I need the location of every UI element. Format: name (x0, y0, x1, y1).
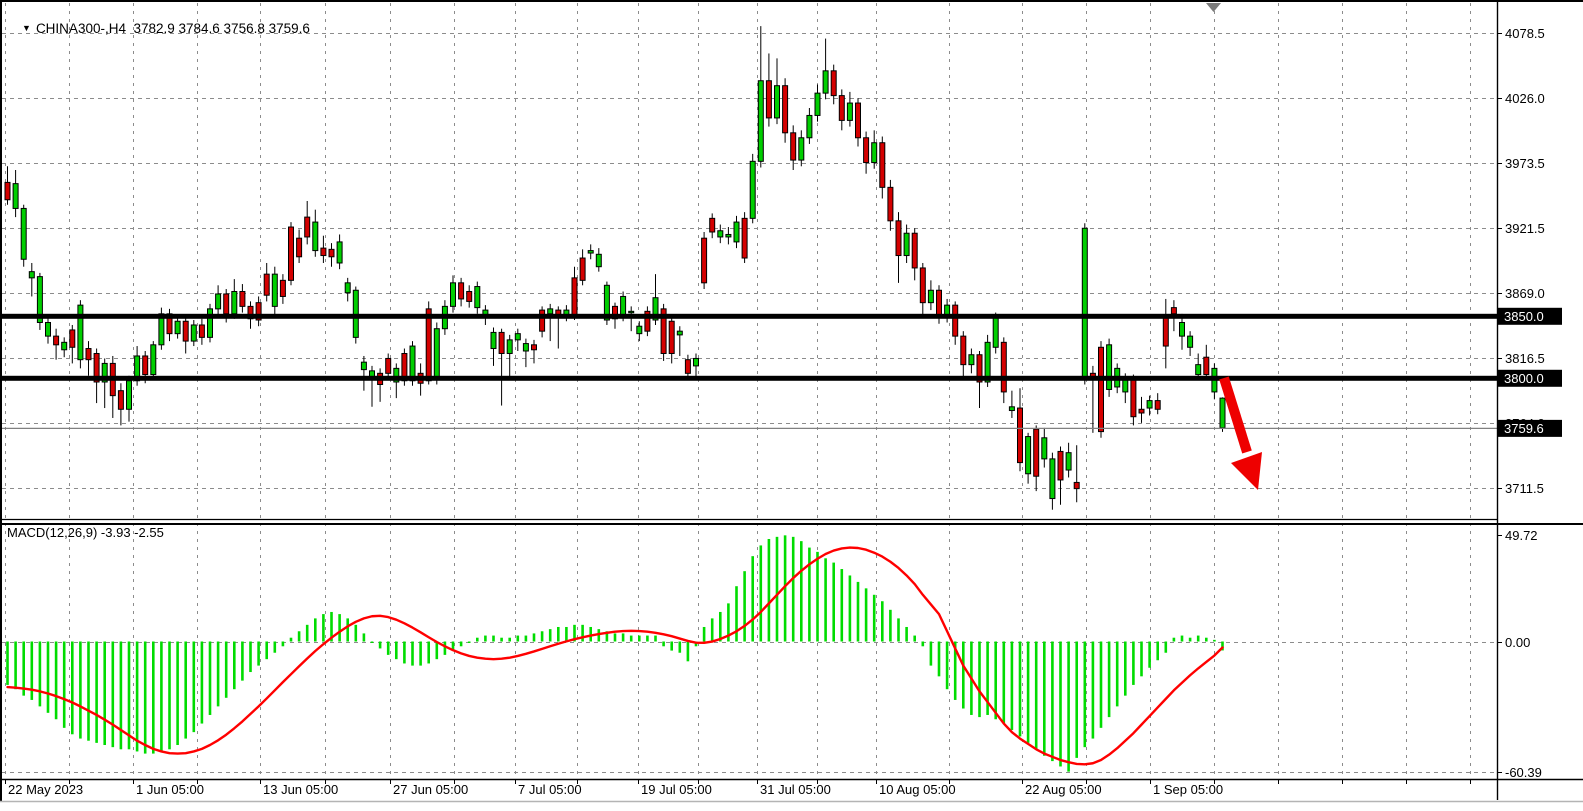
axes-layer[interactable]: 4078.54026.03973.53921.53869.03816.53764… (5, 26, 1563, 797)
svg-text:0.00: 0.00 (1505, 635, 1530, 650)
svg-text:1 Sep 05:00: 1 Sep 05:00 (1153, 782, 1223, 797)
candles-layer (4, 26, 1226, 510)
price-level-tag (1498, 307, 1562, 325)
svg-text:3759.6: 3759.6 (1504, 421, 1544, 436)
symbol-quote-text: CHINA300-,H4 3782.9 3784.6 3756.8 3759.6 (35, 21, 310, 36)
svg-text:-60.39: -60.39 (1505, 765, 1542, 780)
svg-text:3869.0: 3869.0 (1505, 286, 1545, 301)
current-price-tag (1498, 419, 1562, 437)
macd-indicator-label: MACD(12,26,9) -3.93 -2.55 (7, 525, 164, 540)
svg-text:31 Jul 05:00: 31 Jul 05:00 (760, 782, 831, 797)
price-level-tag (1498, 369, 1562, 387)
svg-text:4078.5: 4078.5 (1505, 26, 1545, 41)
last-bar-marker-icon (1206, 3, 1221, 12)
svg-text:10 Aug 05:00: 10 Aug 05:00 (879, 782, 956, 797)
svg-text:3973.5: 3973.5 (1505, 156, 1545, 171)
svg-text:7 Jul 05:00: 7 Jul 05:00 (518, 782, 582, 797)
svg-text:4026.0: 4026.0 (1505, 91, 1545, 106)
macd-histogram (6, 535, 1224, 772)
svg-text:49.72: 49.72 (1505, 528, 1538, 543)
svg-text:3711.5: 3711.5 (1505, 481, 1544, 496)
svg-text:3850.0: 3850.0 (1504, 309, 1544, 324)
svg-text:22 Aug 05:00: 22 Aug 05:00 (1025, 782, 1102, 797)
svg-text:1 Jun 05:00: 1 Jun 05:00 (136, 782, 204, 797)
svg-text:19 Jul 05:00: 19 Jul 05:00 (641, 782, 712, 797)
symbol-info-header: ▼ CHINA300-,H4 3782.9 3784.6 3756.8 3759.… (7, 6, 310, 51)
trend-arrow-annotation[interactable] (1219, 376, 1262, 490)
svg-text:3816.5: 3816.5 (1505, 351, 1545, 366)
svg-text:22 May 2023: 22 May 2023 (8, 782, 83, 797)
svg-text:3800.0: 3800.0 (1504, 371, 1544, 386)
svg-text:3921.5: 3921.5 (1505, 221, 1545, 236)
svg-text:27 Jun 05:00: 27 Jun 05:00 (393, 782, 468, 797)
svg-text:13 Jun 05:00: 13 Jun 05:00 (263, 782, 338, 797)
symbol-dropdown-icon[interactable]: ▼ (22, 23, 31, 33)
